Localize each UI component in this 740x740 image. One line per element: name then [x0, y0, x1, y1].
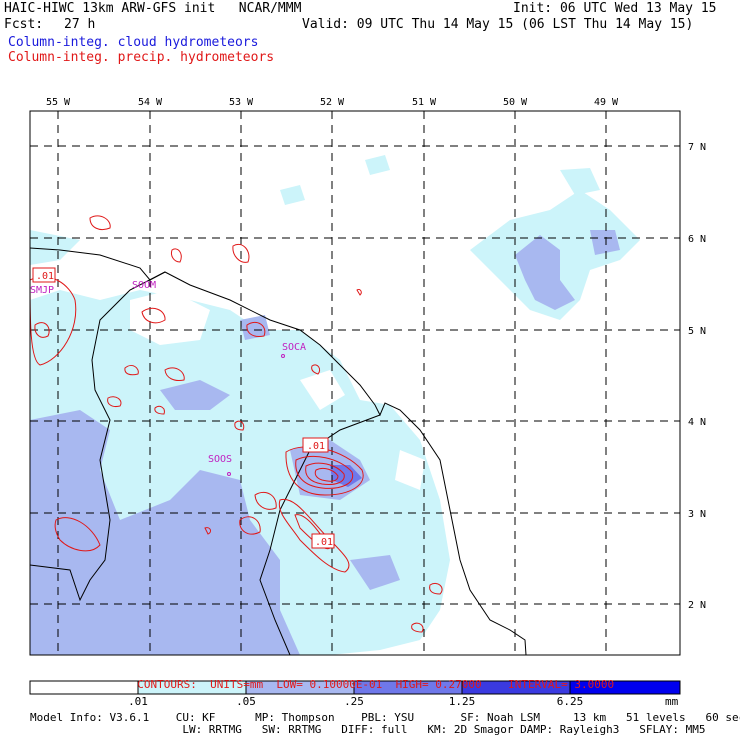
contour-labels: .01 .01 .01 — [36, 271, 333, 548]
contours-low: LOW= 0.10000E-01 — [276, 678, 383, 691]
legend-label: .25 — [344, 695, 364, 708]
legend-bar — [29, 680, 681, 695]
lon-label: 51 W — [412, 97, 437, 108]
lat-label: 2 N — [688, 600, 706, 611]
latitude-labels: 7 N 6 N 5 N 4 N 3 N 2 N — [688, 142, 706, 611]
contours-units: UNITS=mm — [210, 678, 264, 691]
legend-label: .01 — [128, 695, 148, 708]
lon-label: 53 W — [229, 97, 254, 108]
cloud-fill-gaps — [130, 290, 425, 490]
legend-label: 1.25 — [448, 695, 476, 708]
forecast-label: Fcst: — [4, 17, 44, 32]
lat-label: 3 N — [688, 509, 706, 520]
init-time: Init: 06 UTC Wed 13 May 15 — [513, 1, 717, 16]
legend-label: 6.25 — [556, 695, 584, 708]
legend-unit: mm — [665, 695, 679, 708]
lon-label: 49 W — [594, 97, 619, 108]
contours-high: HIGH= 0.27000 — [395, 678, 482, 691]
map-ticks — [57, 111, 680, 605]
lon-label: 50 W — [503, 97, 528, 108]
lat-label: 7 N — [688, 142, 706, 153]
field-cloud-hydrometeors: Column-integ. cloud hydrometeors — [8, 35, 259, 50]
lat-lon-grid — [30, 111, 680, 655]
station-markers — [227, 354, 285, 476]
contour-label: .01 — [36, 271, 54, 282]
legend-swatch — [29, 680, 139, 695]
lon-label: 55 W — [46, 97, 71, 108]
lon-label: 54 W — [138, 97, 163, 108]
lat-label: 4 N — [688, 417, 706, 428]
contour-label: .01 — [315, 537, 333, 548]
forecast-hour: 27 h — [64, 17, 96, 32]
lon-label: 52 W — [320, 97, 345, 108]
contour-label: .01 — [307, 441, 325, 452]
station-label-soca: SOCA — [282, 342, 306, 353]
model-info-line1: Model Info: V3.6.1 CU: KF MP: Thompson P… — [30, 711, 740, 724]
contours-label: CONTOURS: — [137, 678, 197, 691]
valid-time: Valid: 09 UTC Thu 14 May 15 (06 LST Thu … — [302, 17, 694, 32]
model-info-line2: LW: RRTMG SW: RRTMG DIFF: full KM: 2D Sm… — [30, 723, 706, 736]
model-title: HAIC-HIWC 13km ARW-GFS init NCAR/MMM — [4, 1, 302, 16]
lat-label: 6 N — [688, 234, 706, 245]
longitude-labels: 55 W 54 W 53 W 52 W 51 W 50 W 49 W — [46, 97, 619, 108]
legend-label: .05 — [236, 695, 256, 708]
field-precip-hydrometeors: Column-integ. precip. hydrometeors — [8, 50, 275, 65]
contours-interval: INTERVAL= 3.0000 — [508, 678, 615, 691]
contour-label-boxes — [32, 267, 335, 549]
station-labels: SMJP SOCA SOOS SOOM — [30, 280, 306, 465]
station-label-smjp: SMJP — [30, 285, 54, 296]
contours-info: CONTOURS: UNITS=mm LOW= 0.10000E-01 HIGH… — [124, 667, 614, 691]
station-label-soom: SOOM — [132, 280, 156, 291]
map-frame — [29, 110, 681, 656]
lat-label: 5 N — [688, 326, 706, 337]
legend-swatch — [569, 680, 681, 695]
cloud-fill-dark — [330, 465, 362, 487]
station-label-soos: SOOS — [208, 454, 232, 465]
